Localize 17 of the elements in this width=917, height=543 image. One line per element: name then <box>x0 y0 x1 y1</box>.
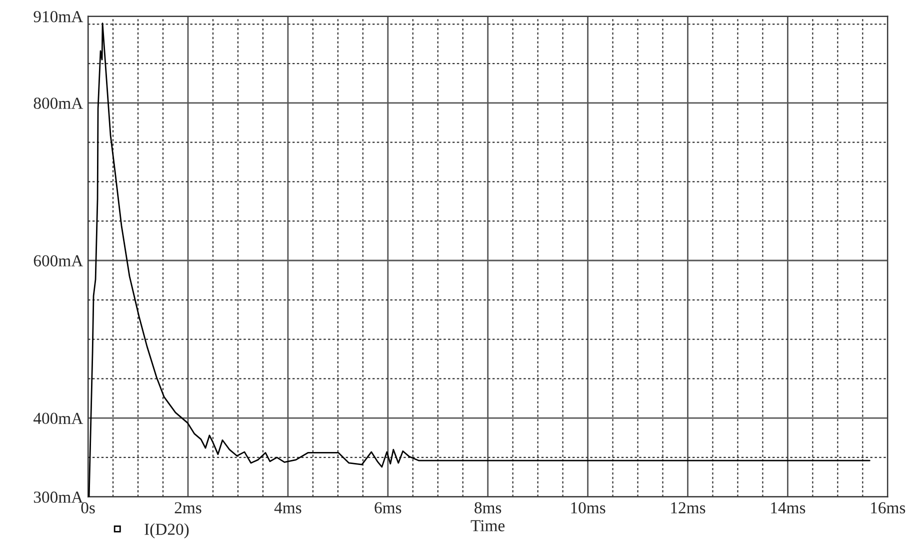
x-tick-label: 4ms <box>274 502 302 514</box>
x-tick-label: 10ms <box>571 502 606 514</box>
x-tick-label: 8ms <box>474 502 502 514</box>
x-tick-label: 2ms <box>174 502 202 514</box>
x-tick-label: 12ms <box>671 502 706 514</box>
x-axis-title: Time <box>470 520 505 532</box>
x-tick-label: 16ms <box>871 502 906 514</box>
y-tick-label: 600mA <box>34 255 84 266</box>
x-tick-label: 14ms <box>771 502 806 514</box>
y-tick-label: 910mA <box>34 10 84 22</box>
legend-label: I(D20) <box>144 523 189 538</box>
x-tick-label: 6ms <box>374 502 402 514</box>
x-tick-label: 0s <box>81 502 95 514</box>
y-tick-label: 400mA <box>33 412 84 424</box>
line-series <box>88 22 870 497</box>
y-tick-label: 300mA <box>34 492 84 503</box>
y-tick-label: 800mA <box>34 98 84 109</box>
